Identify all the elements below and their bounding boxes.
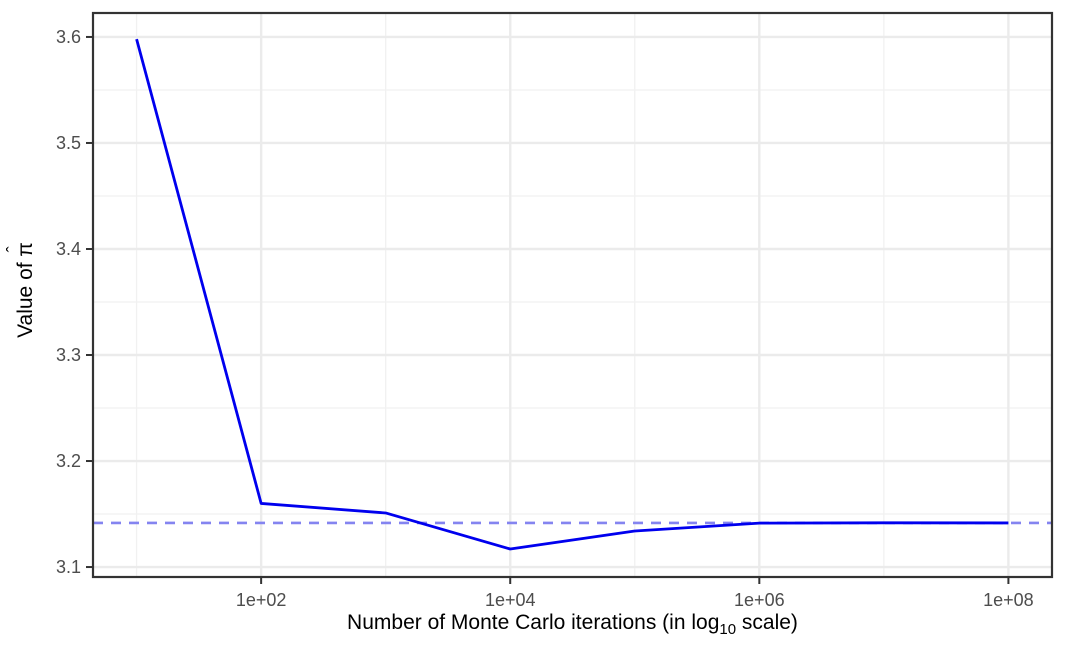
x-axis-tick-label: 1e+02 [236,590,287,610]
panel-background [93,13,1052,577]
x-axis-tick-label: 1e+04 [485,590,536,610]
x-axis-title: Number of Monte Carlo iterations (in log… [93,610,1052,638]
x-axis-title-tail: scale) [736,611,798,634]
circumflex-accent: ˆ [2,246,23,253]
x-axis-tick-label: 1e+06 [734,590,785,610]
y-axis-tick-label: 3.3 [56,345,81,365]
x-axis-title-main: Number of Monte Carlo iterations (in log [347,611,720,634]
y-axis-tick-label: 3.5 [56,133,81,153]
y-axis-tick-label: 3.2 [56,451,81,471]
x-axis-title-subscript: 10 [719,621,737,638]
y-axis-tick-label: 3.6 [56,27,81,47]
panel-border [91,11,1054,579]
pi-estimate-line [135,38,1009,551]
y-axis-tick-label: 3.1 [56,557,81,577]
y-axis-title-prefix: Value of [14,256,37,338]
x-axis-tick-label: 1e+08 [983,590,1034,610]
y-axis-tick-label: 3.4 [56,239,81,259]
